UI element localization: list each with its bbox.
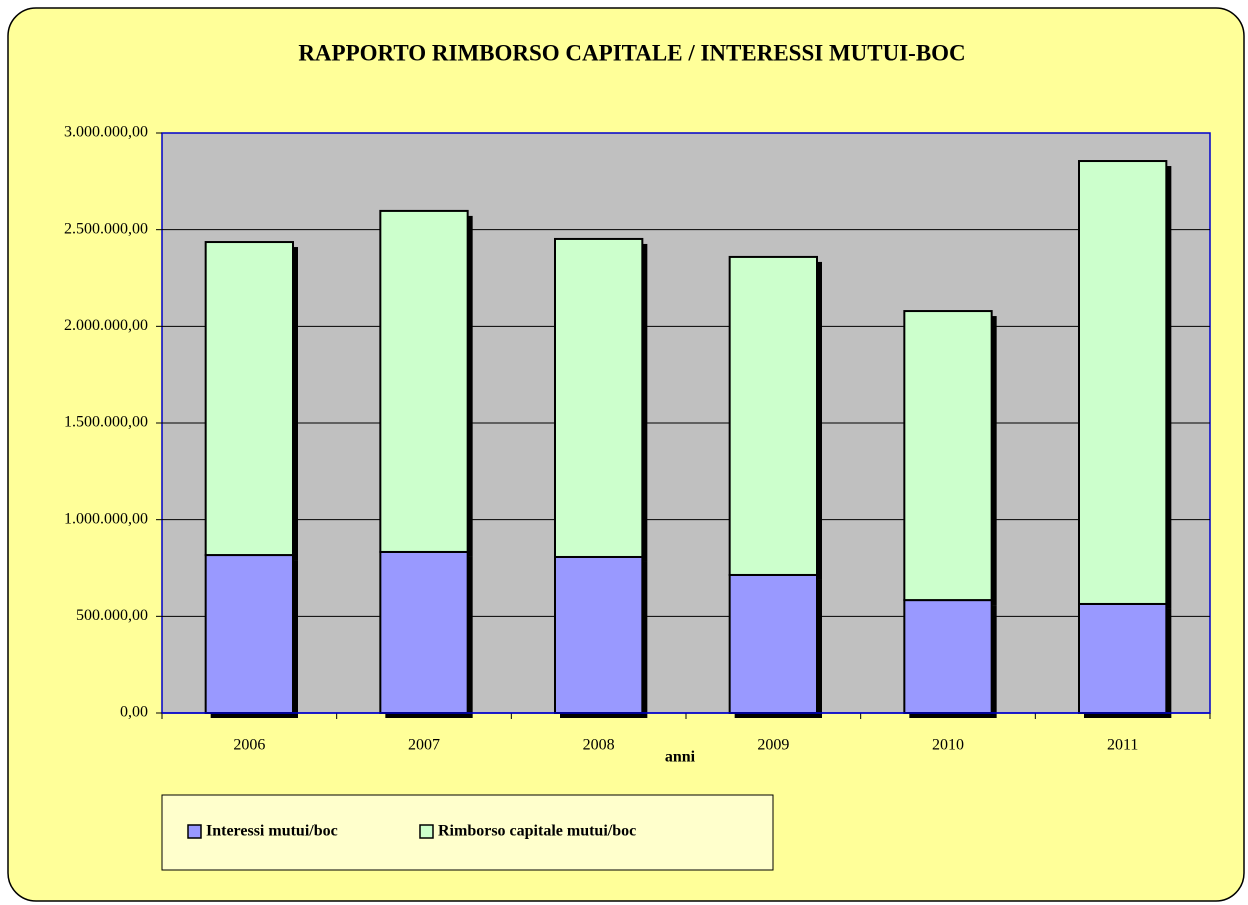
legend [161,794,774,871]
x-tick-label: 2008 [583,737,615,754]
legend-swatch [419,824,434,839]
bar [204,554,295,715]
bar [379,209,469,553]
chart-title: RAPPORTO RIMBORSO CAPITALE / INTERESSI M… [298,40,965,65]
y-tick-label: 1.000.000,00 [64,510,148,527]
bar [554,237,644,558]
bar [728,573,819,715]
x-tick-label: 2007 [408,737,440,754]
x-tick-label: 2010 [932,737,964,754]
y-tick-label: 3.000.000,00 [64,124,148,141]
x-tick-label: 2006 [233,737,265,754]
legend-swatch [187,824,202,839]
y-tick-label: 0,00 [120,704,148,721]
bar [554,555,644,714]
bar [379,550,469,714]
y-tick-label: 500.000,00 [76,607,148,624]
y-tick-label: 2.000.000,00 [64,317,148,334]
x-tick-label: 2009 [757,737,789,754]
legend-label: Rimborso capitale mutui/boc [438,823,636,840]
bar [1078,602,1168,715]
bar [903,310,993,602]
x-tick-label: 2011 [1107,737,1138,754]
legend-label: Interessi mutui/boc [206,823,338,840]
bar [728,255,819,576]
bar [903,599,993,714]
x-axis-label: anni [665,749,696,766]
y-tick-label: 1.500.000,00 [64,414,148,431]
bar [1078,160,1168,605]
y-tick-label: 2.500.000,00 [64,220,148,237]
bar [204,241,295,557]
